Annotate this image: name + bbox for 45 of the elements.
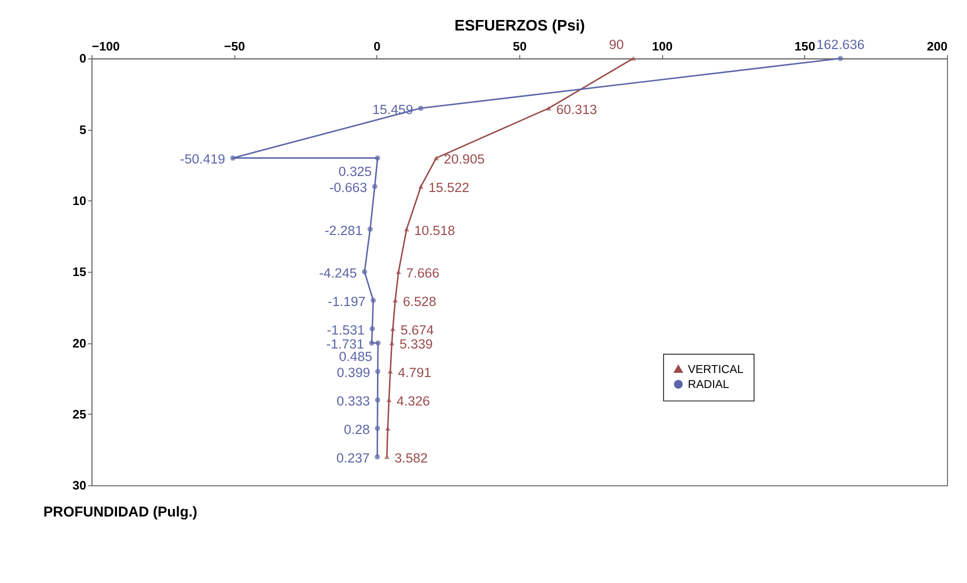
- x-tick-label: 100: [652, 39, 673, 54]
- data-label: -1.197: [328, 294, 366, 310]
- y-tick-label: 15: [72, 265, 86, 280]
- x-tick-label: 200: [926, 39, 948, 54]
- data-label: 162.636: [816, 36, 865, 52]
- x-tick-label: −100: [92, 39, 120, 54]
- data-label: -2.281: [324, 222, 363, 238]
- data-label: -4.245: [319, 266, 357, 281]
- data-label: -1.531: [326, 322, 365, 338]
- data-label: 20.905: [444, 152, 485, 167]
- y-tick-label: 0: [79, 52, 86, 66]
- data-label: -0.663: [329, 180, 368, 196]
- data-label: 6.528: [402, 294, 436, 310]
- data-label: 5.339: [399, 336, 433, 352]
- x-tick-label: −50: [224, 39, 246, 54]
- data-label: 7.666: [406, 266, 440, 281]
- data-label: -1.731: [326, 336, 364, 352]
- data-label: 4.791: [398, 365, 432, 380]
- x-tick-label: 50: [512, 39, 527, 54]
- data-label: 90: [608, 36, 624, 52]
- data-label: 0.237: [336, 450, 370, 466]
- y-tick-label: 25: [72, 407, 86, 422]
- data-label: 10.518: [414, 222, 456, 238]
- data-label: 0.399: [336, 365, 370, 380]
- data-label: 5.674: [400, 322, 434, 338]
- x-tick-label: 150: [794, 39, 816, 54]
- data-label: 3.582: [394, 450, 428, 466]
- data-label: -50.419: [180, 152, 226, 167]
- legend-label: VERTICAL: [688, 364, 744, 376]
- y-tick-label: 20: [72, 336, 86, 350]
- y-axis-title: PROFUNDIDAD (Pulg.): [43, 504, 198, 521]
- x-axis-title: ESFUERZOS (Psi): [454, 17, 585, 34]
- y-tick-label: 30: [72, 478, 86, 493]
- data-label: 60.313: [556, 102, 598, 117]
- legend-label: RADIAL: [688, 379, 730, 392]
- x-tick-label: 0: [374, 39, 381, 54]
- y-tick-label: 5: [79, 122, 86, 137]
- data-label: 0.325: [338, 164, 372, 180]
- data-label: 15.459: [372, 102, 414, 117]
- data-label: 4.326: [396, 394, 430, 409]
- y-tick-label: 10: [72, 194, 86, 208]
- data-label: 0.485: [338, 349, 372, 364]
- data-label: 0.28: [344, 422, 370, 438]
- data-label: 15.522: [428, 180, 470, 196]
- data-label: 0.333: [336, 394, 370, 409]
